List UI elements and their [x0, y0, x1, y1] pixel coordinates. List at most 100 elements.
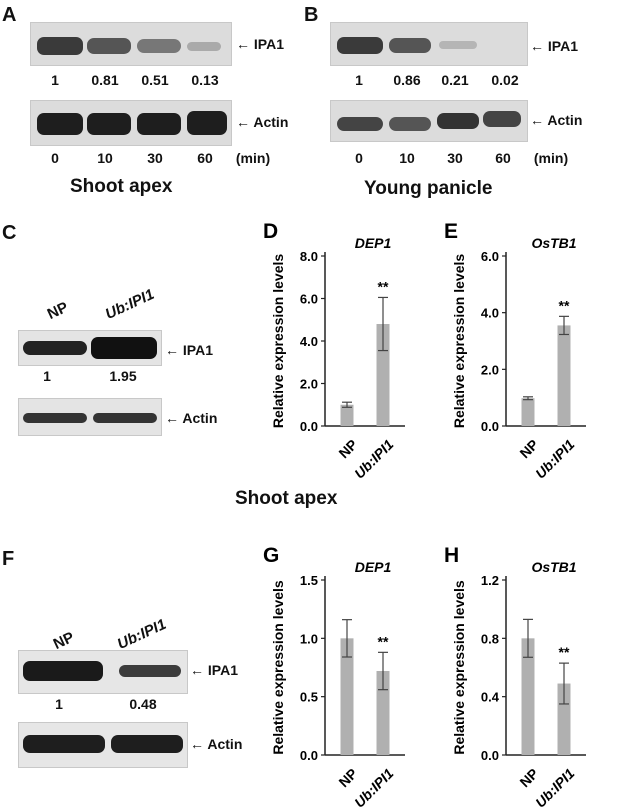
y-tick-label: 6.0 [300, 292, 318, 307]
blot-band [87, 113, 131, 135]
ratio-f-1: 1 [55, 696, 63, 712]
bar [521, 398, 535, 426]
ratio-c-1: 1 [43, 368, 51, 384]
x-category-label: NP [516, 436, 541, 461]
bar-chart-g: G DEP1 Relative expression levels 0.0 0.5 1.0… [263, 544, 405, 810]
panel-letter: D [263, 220, 278, 243]
y-tick-label: 0.0 [300, 419, 318, 434]
ipa1-blot-b [330, 22, 528, 66]
ratio-b-2: 0.86 [393, 72, 421, 88]
blot-band [137, 113, 181, 135]
x-category-label: Ub:IPI1 [351, 436, 397, 482]
caption-shoot-apex-middle: Shoot apex [235, 488, 338, 509]
blot-band [119, 665, 181, 677]
x-category-label: Ub:IPI1 [351, 765, 397, 810]
caption-young-panicle: Young panicle [364, 178, 493, 199]
y-tick-label: 2.0 [481, 362, 499, 377]
actin-blot-b [330, 100, 528, 142]
panel-letter: H [444, 544, 459, 567]
blot-band [437, 113, 479, 129]
y-axis-label: Relative expression levels [270, 254, 286, 429]
blot-band [23, 341, 87, 355]
panel-letter-a: A [2, 4, 17, 26]
time-b-2: 10 [399, 150, 415, 166]
blot-band [91, 337, 157, 359]
ipa1-blot-a [30, 22, 232, 66]
chart-title: DEP1 [355, 559, 392, 575]
time-a-3: 30 [147, 150, 163, 166]
blot-band [23, 661, 103, 681]
y-tick-label: 0.0 [481, 748, 499, 763]
time-b-1: 0 [355, 150, 363, 166]
y-axis-label: Relative expression levels [451, 580, 467, 755]
lane-label-ubipi1-f: Ub:IPI1 [114, 615, 169, 653]
ratio-b-1: 1 [355, 72, 363, 88]
actin-blot-a [30, 100, 232, 146]
y-tick-label: 6.0 [481, 249, 499, 264]
ratio-c-2: 1.95 [109, 368, 137, 384]
y-tick-label: 4.0 [481, 306, 499, 321]
bar [376, 324, 390, 426]
blot-band [23, 413, 87, 423]
y-tick-label: 0.8 [481, 631, 499, 646]
actin-blot-c [18, 398, 162, 436]
bar [521, 638, 535, 755]
ratio-a-1: 1 [51, 72, 59, 88]
y-tick-label: 0.0 [481, 419, 499, 434]
y-tick-label: 0.0 [300, 748, 318, 763]
y-tick-label: 8.0 [300, 249, 318, 264]
ipa1-label-c: ← IPA1 [165, 342, 213, 358]
time-unit-b: (min) [533, 150, 569, 166]
blot-band [137, 39, 181, 53]
x-category-label: NP [335, 436, 360, 461]
time-b-4: 60 [495, 150, 511, 166]
blot-band [389, 117, 431, 131]
ipa1-label-a: ← IPA1 [236, 36, 284, 52]
bar [340, 404, 354, 426]
blot-band [337, 37, 383, 54]
chart-title: OsTB1 [531, 235, 576, 251]
bar [340, 638, 354, 755]
y-tick-label: 0.4 [481, 690, 500, 705]
blot-band [93, 413, 157, 423]
blot-band [337, 117, 383, 131]
y-tick-label: 2.0 [300, 377, 318, 392]
chart-title: DEP1 [355, 235, 392, 251]
panel-letter: G [263, 544, 279, 567]
chart-title: OsTB1 [531, 559, 576, 575]
x-category-label: NP [335, 765, 360, 790]
bar-chart-e: E OsTB1 Relative expression levels 0.0 2.0 4.… [444, 220, 586, 482]
lane-label-ubipi1-c: Ub:IPI1 [102, 285, 157, 323]
panel-letter-b: B [304, 4, 319, 26]
lane-label-np-c: NP [44, 298, 71, 323]
panel-letter-f: F [2, 548, 15, 570]
x-category-label: Ub:IPI1 [532, 765, 578, 810]
bar-chart-h: H OsTB1 Relative expression levels 0.0 0.4 0.… [444, 544, 586, 810]
blot-band [187, 42, 221, 51]
ratio-b-4: 0.02 [491, 72, 519, 88]
bar [376, 671, 390, 755]
y-tick-label: 0.5 [300, 690, 318, 705]
y-tick-label: 1.2 [481, 573, 499, 588]
bar [557, 683, 571, 755]
ipa1-label-f: ← IPA1 [190, 662, 238, 678]
bar [557, 325, 571, 426]
significance-marker: ** [559, 297, 570, 313]
x-category-label: NP [516, 765, 541, 790]
blot-band [23, 735, 105, 753]
panel-letter: E [444, 220, 458, 243]
ratio-f-2: 0.48 [129, 696, 157, 712]
significance-marker: ** [559, 644, 570, 660]
actin-label-f: ← Actin [190, 736, 243, 752]
time-a-1: 0 [51, 150, 59, 166]
ipa1-label-b: ← IPA1 [530, 38, 578, 54]
panel-letter-c: C [2, 222, 17, 244]
y-tick-label: 1.5 [300, 573, 318, 588]
y-axis-label: Relative expression levels [451, 254, 467, 429]
blot-band [439, 41, 477, 49]
blot-band [187, 111, 227, 135]
ratio-a-4: 0.13 [191, 72, 219, 88]
time-a-4: 60 [197, 150, 213, 166]
significance-marker: ** [378, 278, 389, 294]
ipa1-blot-c [18, 330, 162, 366]
